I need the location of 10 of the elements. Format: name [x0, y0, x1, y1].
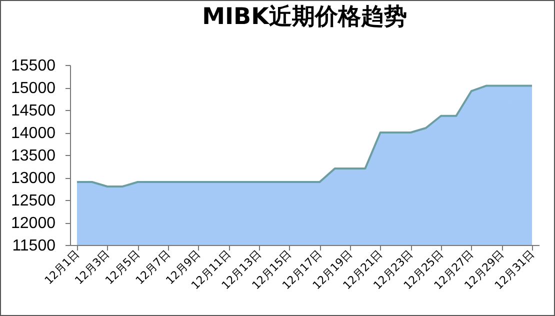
y-tick-label: 12000	[11, 215, 56, 232]
y-tick-label: 14500	[11, 102, 56, 120]
y-tick-label: 13000	[11, 170, 56, 187]
y-tick-label: 11500	[12, 238, 56, 254]
y-tick-label: 15000	[11, 80, 56, 97]
y-tick-label: 13500	[11, 148, 56, 164]
y-tick-label: 14000	[11, 125, 56, 142]
y-tick-label: 15500	[11, 58, 56, 74]
y-tick-label: 12500	[11, 192, 56, 210]
chart-title: MIBK近期价格趋势	[202, 4, 407, 30]
